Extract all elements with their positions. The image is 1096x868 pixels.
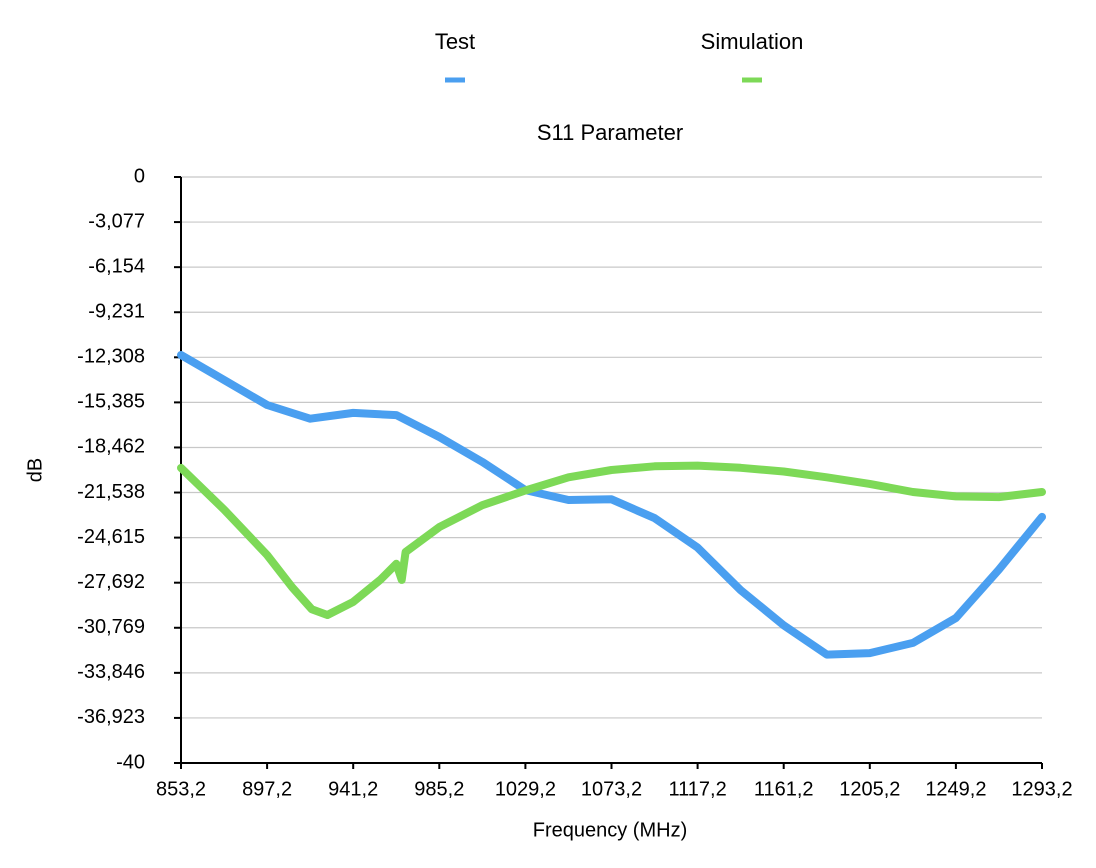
x-axis-label: Frequency (MHz) xyxy=(533,819,687,841)
y-tick-label: -6,154 xyxy=(88,255,145,277)
y-tick-label: -30,769 xyxy=(77,616,145,638)
y-tick-label: -33,846 xyxy=(77,661,145,683)
x-tick-label: 985,2 xyxy=(414,778,464,800)
x-tick-label: 1293,2 xyxy=(1011,778,1072,800)
x-tick-label: 1249,2 xyxy=(925,778,986,800)
x-tick-label: 1205,2 xyxy=(839,778,900,800)
x-tick-label: 897,2 xyxy=(242,778,292,800)
data-line xyxy=(177,461,1046,619)
chart-title: S11 Parameter xyxy=(537,120,683,145)
y-tick-label: -24,615 xyxy=(77,526,145,548)
x-tick-label: 1117,2 xyxy=(668,778,726,800)
y-tick-label: -3,077 xyxy=(88,210,145,232)
x-tick-label: 941,2 xyxy=(328,778,378,800)
legend-label: Test xyxy=(435,29,475,54)
y-axis-label: dB xyxy=(24,458,46,482)
y-tick-label: -12,308 xyxy=(77,346,145,368)
y-tick-label: -27,692 xyxy=(77,571,145,593)
y-tick-label: 0 xyxy=(134,165,145,187)
x-tick-label: 853,2 xyxy=(156,778,206,800)
y-tick-label: -9,231 xyxy=(88,301,145,323)
x-tick-label: 1161,2 xyxy=(754,778,814,800)
y-tick-label: -18,462 xyxy=(77,436,145,458)
data-line xyxy=(177,351,1046,659)
y-tick-label: -40 xyxy=(116,751,145,773)
legend-label: Simulation xyxy=(701,29,804,54)
y-tick-label: -21,538 xyxy=(77,481,145,503)
x-tick-label: 1073,2 xyxy=(581,778,642,800)
y-tick-label: -36,923 xyxy=(77,706,145,728)
y-tick-label: -15,385 xyxy=(77,391,145,413)
x-tick-label: 1029,2 xyxy=(495,778,556,800)
